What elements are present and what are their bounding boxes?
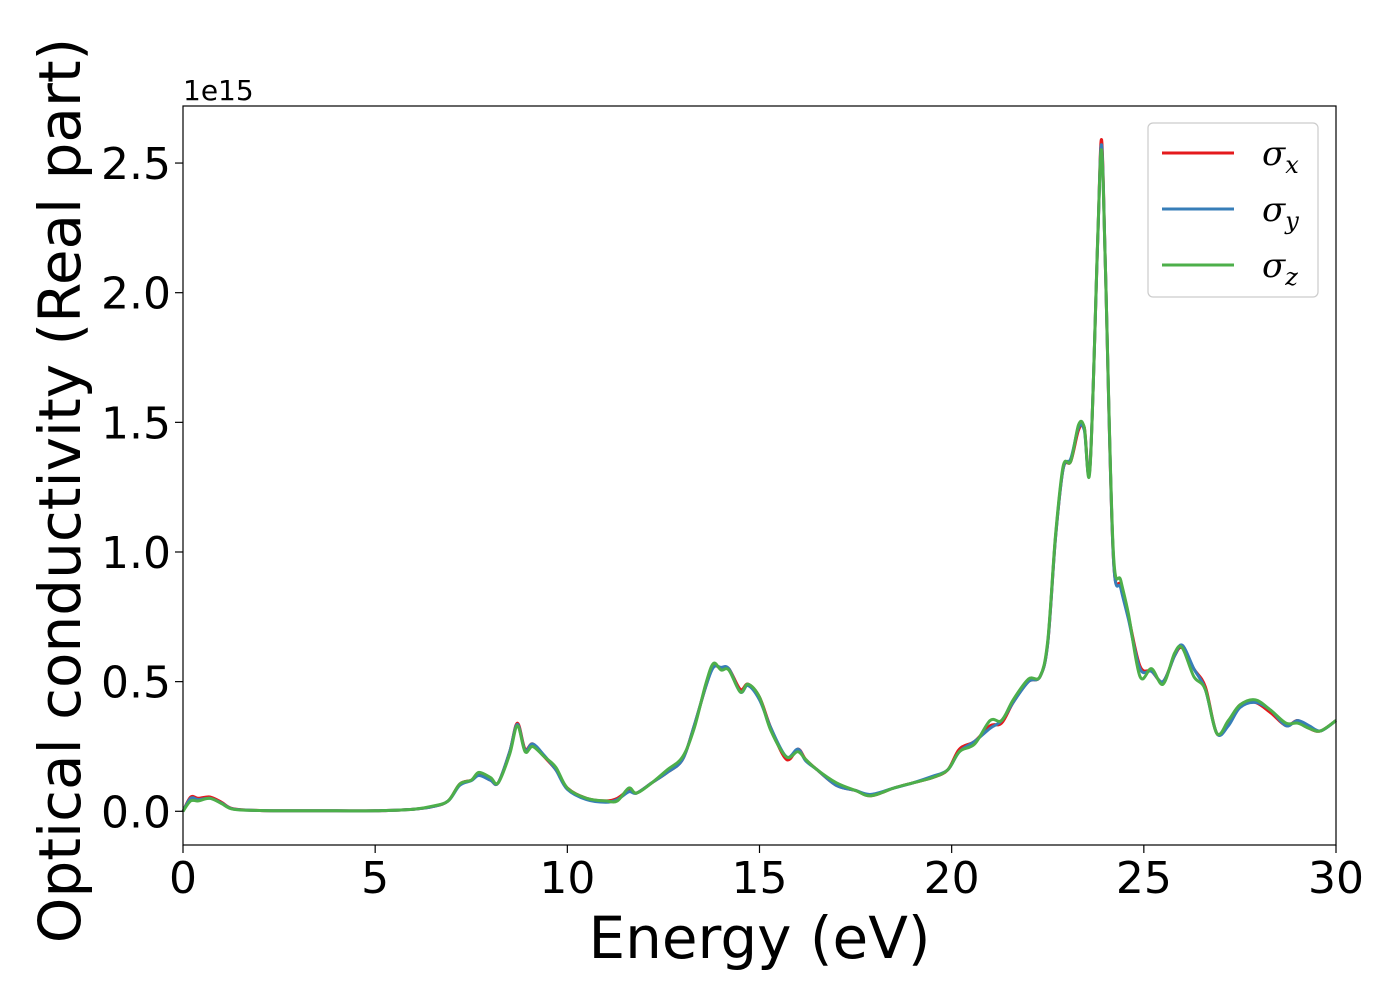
- x-tick-label: 15: [732, 853, 788, 904]
- legend-label-2: σy: [1262, 190, 1299, 235]
- x-axis-title: Energy (eV): [588, 904, 930, 972]
- x-tick-label: 10: [539, 853, 595, 904]
- x-tick-label: 30: [1308, 853, 1364, 904]
- y-tick-label: 1.5: [101, 398, 171, 449]
- y-tick-label: 0.5: [101, 658, 171, 709]
- series-lines: [181, 138, 1337, 813]
- y-axis: 0.0 0.5 1.0 1.5 2.0 2.5: [101, 139, 183, 838]
- y-tick-label: 0.0: [101, 787, 171, 838]
- legend-label-1: σx: [1262, 134, 1299, 179]
- x-axis: 0 5 10 15 20 25 30: [169, 845, 1364, 904]
- legend-label-3: σz: [1262, 246, 1298, 291]
- y-offset-label: 1e15: [183, 74, 254, 107]
- y-tick-label: 2.0: [101, 269, 171, 320]
- x-tick-label: 25: [1116, 853, 1172, 904]
- y-tick-label: 1.0: [101, 528, 171, 579]
- x-tick-label: 20: [924, 853, 980, 904]
- legend: σx σy σz: [1147, 122, 1319, 298]
- y-tick-label: 2.5: [101, 139, 171, 190]
- y-axis-title: Optical conductivity (Real part): [26, 38, 94, 943]
- series-line-3: [181, 148, 1337, 813]
- x-tick-label: 0: [169, 853, 197, 904]
- x-tick-label: 5: [361, 853, 389, 904]
